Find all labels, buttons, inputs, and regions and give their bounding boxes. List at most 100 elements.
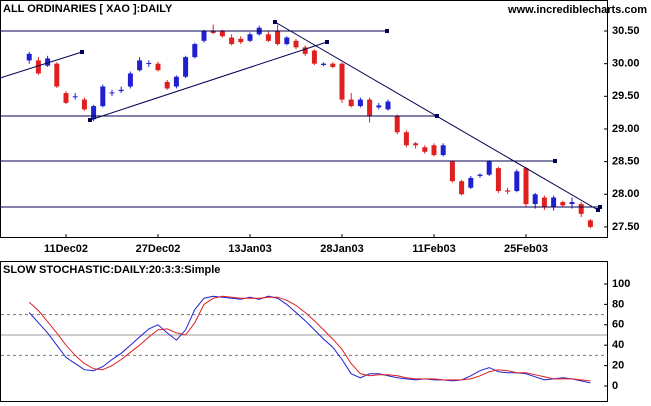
y-tick-label: 20 bbox=[612, 359, 624, 371]
candle-body bbox=[173, 76, 179, 87]
candle-body bbox=[339, 63, 345, 100]
candle-body bbox=[486, 161, 492, 175]
candle-body bbox=[477, 174, 483, 176]
candle-body bbox=[100, 86, 106, 107]
candle-body bbox=[578, 204, 584, 214]
candle-body bbox=[118, 89, 124, 92]
x-tick-label: 27Dec02 bbox=[136, 243, 181, 255]
candle-body bbox=[91, 106, 97, 120]
x-tick-label: 13Jan03 bbox=[228, 243, 271, 255]
source: www.incrediblecharts.com bbox=[507, 4, 647, 16]
indicator-title: SLOW STOCHASTIC:DAILY:20:3:3:Simple bbox=[3, 264, 220, 276]
candle-body bbox=[109, 92, 115, 94]
candle-body bbox=[587, 220, 593, 227]
stochastic-line bbox=[28, 295, 591, 382]
endpoint bbox=[385, 29, 389, 33]
candle-body bbox=[394, 115, 400, 133]
candle-body bbox=[422, 147, 428, 152]
candle-body bbox=[201, 31, 207, 41]
candle-body bbox=[459, 181, 465, 195]
candle-body bbox=[431, 145, 437, 156]
y-tick-label: 29.00 bbox=[612, 123, 640, 135]
candle-body bbox=[54, 63, 60, 87]
y-tick-label: 0 bbox=[612, 380, 618, 392]
x-tick-label: 11Feb03 bbox=[412, 243, 455, 255]
x-tick-label: 28Jan03 bbox=[320, 243, 363, 255]
y-tick-label: 40 bbox=[612, 339, 624, 351]
stochastic-panel-frame bbox=[0, 261, 608, 402]
candle-body bbox=[440, 145, 446, 156]
candle-body bbox=[403, 132, 409, 146]
y-tick-label: 27.50 bbox=[612, 221, 640, 233]
title-background bbox=[1, 1, 191, 17]
x-tick-label: 11Dec02 bbox=[44, 243, 88, 255]
y-tick-label: 80 bbox=[612, 298, 624, 310]
candle-body bbox=[541, 197, 547, 208]
y-tick-label: 28.50 bbox=[612, 156, 640, 168]
stochastic-line bbox=[28, 295, 591, 384]
endpoint bbox=[435, 114, 439, 118]
candle-body bbox=[35, 60, 41, 74]
candle-body bbox=[348, 99, 354, 107]
candle-body bbox=[505, 190, 511, 192]
trend-line bbox=[0, 51, 83, 79]
candle-body bbox=[293, 40, 299, 48]
y-tick-label: 30.50 bbox=[612, 25, 640, 37]
endpoint bbox=[598, 205, 602, 209]
candle-body bbox=[63, 93, 69, 103]
candle-body bbox=[26, 53, 32, 61]
candle-body bbox=[72, 96, 78, 98]
candle-body bbox=[367, 99, 373, 116]
candle-body bbox=[137, 60, 143, 71]
candle-body bbox=[523, 168, 529, 205]
candle-body bbox=[127, 73, 133, 87]
candle-body bbox=[321, 63, 327, 65]
candle-body bbox=[376, 105, 382, 108]
candle-body bbox=[238, 38, 244, 43]
candle-body bbox=[302, 47, 308, 54]
candle-body bbox=[164, 81, 170, 89]
trend-lines bbox=[0, 21, 600, 211]
endpoint bbox=[553, 159, 557, 163]
candle-body bbox=[560, 202, 566, 206]
candle-body bbox=[265, 34, 271, 41]
candle-body bbox=[385, 101, 391, 110]
candle-body bbox=[81, 99, 87, 110]
candle-body bbox=[192, 44, 198, 58]
candle-body bbox=[532, 194, 538, 205]
candle-body bbox=[155, 63, 161, 71]
candle-body bbox=[146, 63, 152, 65]
endpoint bbox=[88, 118, 92, 122]
candle-body bbox=[183, 57, 189, 77]
y-tick-label: 100 bbox=[612, 278, 630, 290]
candle-body bbox=[45, 58, 51, 66]
endpoint bbox=[325, 40, 329, 44]
candle-body bbox=[311, 50, 317, 64]
chart-title: ALL ORDINARIES [ XAO ]:DAILY bbox=[3, 3, 173, 15]
candle-body bbox=[551, 197, 557, 208]
endpoint bbox=[273, 20, 277, 24]
candle-body bbox=[495, 168, 501, 191]
candle-body bbox=[275, 31, 281, 45]
y-tick-label: 60 bbox=[612, 319, 624, 331]
candle-body bbox=[413, 143, 419, 146]
candle-body bbox=[210, 31, 216, 33]
candle-body bbox=[449, 161, 455, 182]
candle-body bbox=[284, 37, 290, 45]
line-endpoints bbox=[80, 20, 602, 212]
x-tick-label: 25Feb03 bbox=[504, 243, 548, 255]
price-panel-frame bbox=[0, 0, 608, 238]
candle-body bbox=[514, 171, 520, 191]
candle-body bbox=[247, 34, 253, 41]
endpoint bbox=[596, 208, 600, 212]
y-tick-label: 29.50 bbox=[612, 90, 640, 102]
candle-body bbox=[229, 37, 235, 45]
y-tick-label: 30.00 bbox=[612, 58, 640, 70]
trend-line bbox=[89, 41, 328, 121]
endpoint bbox=[80, 50, 84, 54]
candle-body bbox=[357, 99, 363, 107]
candle-body bbox=[569, 202, 575, 205]
candle-body bbox=[219, 31, 225, 37]
candle-body bbox=[468, 177, 474, 188]
